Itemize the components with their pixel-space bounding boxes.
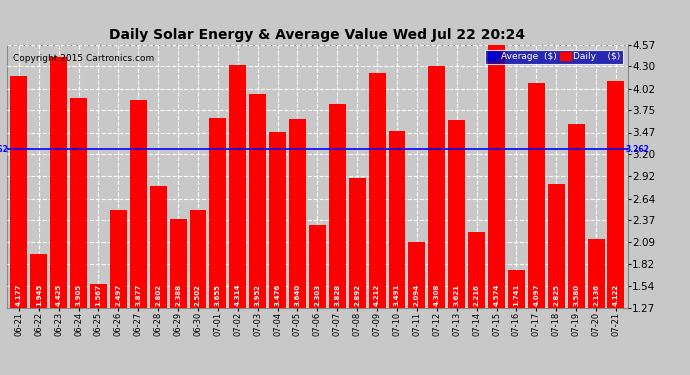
Bar bbox=[488, 45, 505, 308]
Text: 4.425: 4.425 bbox=[56, 284, 61, 306]
Text: 4.097: 4.097 bbox=[533, 284, 540, 306]
Bar bbox=[548, 184, 564, 308]
Text: 2.892: 2.892 bbox=[354, 284, 360, 306]
Bar bbox=[528, 82, 545, 308]
Text: 4.314: 4.314 bbox=[235, 284, 241, 306]
Text: 3.905: 3.905 bbox=[75, 284, 81, 306]
Text: 1.741: 1.741 bbox=[513, 284, 520, 306]
Text: 3.580: 3.580 bbox=[573, 284, 579, 306]
Bar bbox=[408, 242, 425, 308]
Text: 2.136: 2.136 bbox=[593, 284, 599, 306]
Text: 2.388: 2.388 bbox=[175, 284, 181, 306]
Text: 3.640: 3.640 bbox=[295, 284, 301, 306]
Text: 3.828: 3.828 bbox=[334, 284, 340, 306]
Text: 2.825: 2.825 bbox=[553, 284, 560, 306]
Bar bbox=[329, 104, 346, 308]
Text: 2.802: 2.802 bbox=[155, 284, 161, 306]
Text: 4.122: 4.122 bbox=[613, 284, 619, 306]
Bar bbox=[469, 232, 485, 308]
Text: 4.574: 4.574 bbox=[493, 284, 500, 306]
Bar bbox=[568, 124, 584, 308]
Text: 3.621: 3.621 bbox=[454, 284, 460, 306]
Bar bbox=[428, 66, 445, 308]
Legend: Average  ($), Daily    ($): Average ($), Daily ($) bbox=[485, 50, 623, 64]
Bar bbox=[130, 100, 147, 308]
Bar bbox=[190, 210, 206, 308]
Bar bbox=[150, 186, 166, 308]
Bar bbox=[50, 57, 67, 308]
Bar bbox=[607, 81, 624, 308]
Text: 1.567: 1.567 bbox=[95, 284, 101, 306]
Bar bbox=[309, 225, 326, 308]
Bar bbox=[588, 238, 604, 308]
Bar bbox=[70, 98, 87, 308]
Text: 2.303: 2.303 bbox=[315, 284, 320, 306]
Bar bbox=[269, 132, 286, 308]
Bar bbox=[388, 131, 406, 308]
Text: 3.262: 3.262 bbox=[0, 144, 9, 153]
Bar bbox=[368, 74, 386, 308]
Text: 2.497: 2.497 bbox=[115, 284, 121, 306]
Bar bbox=[348, 178, 366, 308]
Text: 3.952: 3.952 bbox=[255, 284, 261, 306]
Bar bbox=[110, 210, 127, 308]
Text: 3.877: 3.877 bbox=[135, 284, 141, 306]
Bar bbox=[170, 219, 186, 308]
Text: 4.212: 4.212 bbox=[374, 284, 380, 306]
Text: 2.502: 2.502 bbox=[195, 284, 201, 306]
Text: 3.655: 3.655 bbox=[215, 284, 221, 306]
Text: 3.262: 3.262 bbox=[626, 144, 650, 153]
Bar bbox=[249, 94, 266, 308]
Bar bbox=[508, 270, 525, 308]
Text: 3.476: 3.476 bbox=[275, 284, 281, 306]
Bar bbox=[229, 65, 246, 308]
Bar bbox=[90, 284, 107, 308]
Text: 4.308: 4.308 bbox=[434, 284, 440, 306]
Text: Copyright 2015 Cartronics.com: Copyright 2015 Cartronics.com bbox=[13, 54, 155, 63]
Text: 2.216: 2.216 bbox=[473, 284, 480, 306]
Text: 4.177: 4.177 bbox=[16, 284, 22, 306]
Title: Daily Solar Energy & Average Value Wed Jul 22 20:24: Daily Solar Energy & Average Value Wed J… bbox=[109, 28, 526, 42]
Bar bbox=[210, 118, 226, 308]
Bar bbox=[10, 76, 28, 308]
Text: 3.491: 3.491 bbox=[394, 284, 400, 306]
Text: 1.945: 1.945 bbox=[36, 284, 42, 306]
Text: 2.094: 2.094 bbox=[414, 284, 420, 306]
Bar bbox=[448, 120, 465, 308]
Bar bbox=[30, 254, 47, 308]
Bar bbox=[289, 119, 306, 308]
